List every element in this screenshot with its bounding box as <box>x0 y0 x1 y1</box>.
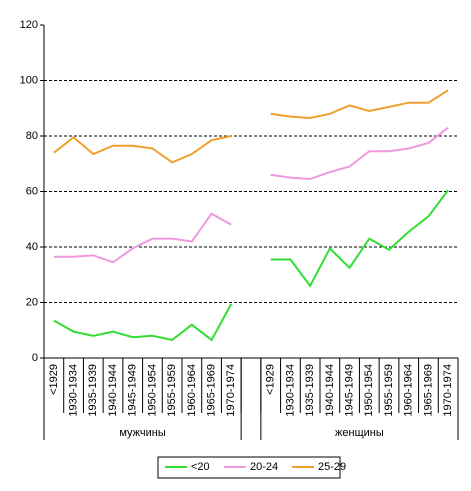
x-tick-label: 1955-1959 <box>383 364 395 417</box>
x-tick-label: 1955-1959 <box>166 364 178 417</box>
legend-label: <20 <box>191 461 210 473</box>
x-tick-label: 1945-1949 <box>343 364 355 417</box>
x-tick-label: <1929 <box>48 364 60 395</box>
x-tick-label: 1965-1969 <box>422 364 434 417</box>
group-label: женщины <box>335 427 384 439</box>
y-tick-label: 100 <box>20 74 38 86</box>
x-tick-label: 1940-1944 <box>107 364 119 417</box>
x-tick-label: 1930-1934 <box>284 364 296 417</box>
y-tick-label: 80 <box>26 130 38 142</box>
y-tick-label: 60 <box>26 185 38 197</box>
x-tick-label: 1970-1974 <box>225 364 237 417</box>
x-tick-label: 1970-1974 <box>442 364 454 417</box>
y-tick-label: 20 <box>26 296 38 308</box>
series-line <box>53 126 449 264</box>
y-tick-label: 0 <box>32 352 38 364</box>
y-tick-label: 120 <box>20 19 38 31</box>
x-tick-label: 1950-1954 <box>363 364 375 417</box>
x-tick-label: <1929 <box>265 364 277 395</box>
x-tick-label: 1960-1964 <box>403 364 415 417</box>
x-tick-label: 1935-1939 <box>304 364 316 417</box>
x-tick-label: 1930-1934 <box>67 364 79 417</box>
x-tick-label: 1960-1964 <box>186 364 198 417</box>
x-tick-label: 1940-1944 <box>324 364 336 417</box>
x-tick-label: 1950-1954 <box>146 364 158 417</box>
x-tick-label: 1965-1969 <box>205 364 217 417</box>
series-line <box>53 89 449 164</box>
group-label: мужчины <box>119 427 165 439</box>
legend-label: 20-24 <box>250 461 278 473</box>
x-tick-label: 1945-1949 <box>127 364 139 417</box>
x-tick-label: 1935-1939 <box>87 364 99 417</box>
legend-label: 25-29 <box>318 461 346 473</box>
legend-box <box>157 456 341 479</box>
series-line <box>53 189 449 342</box>
y-tick-label: 40 <box>26 241 38 253</box>
